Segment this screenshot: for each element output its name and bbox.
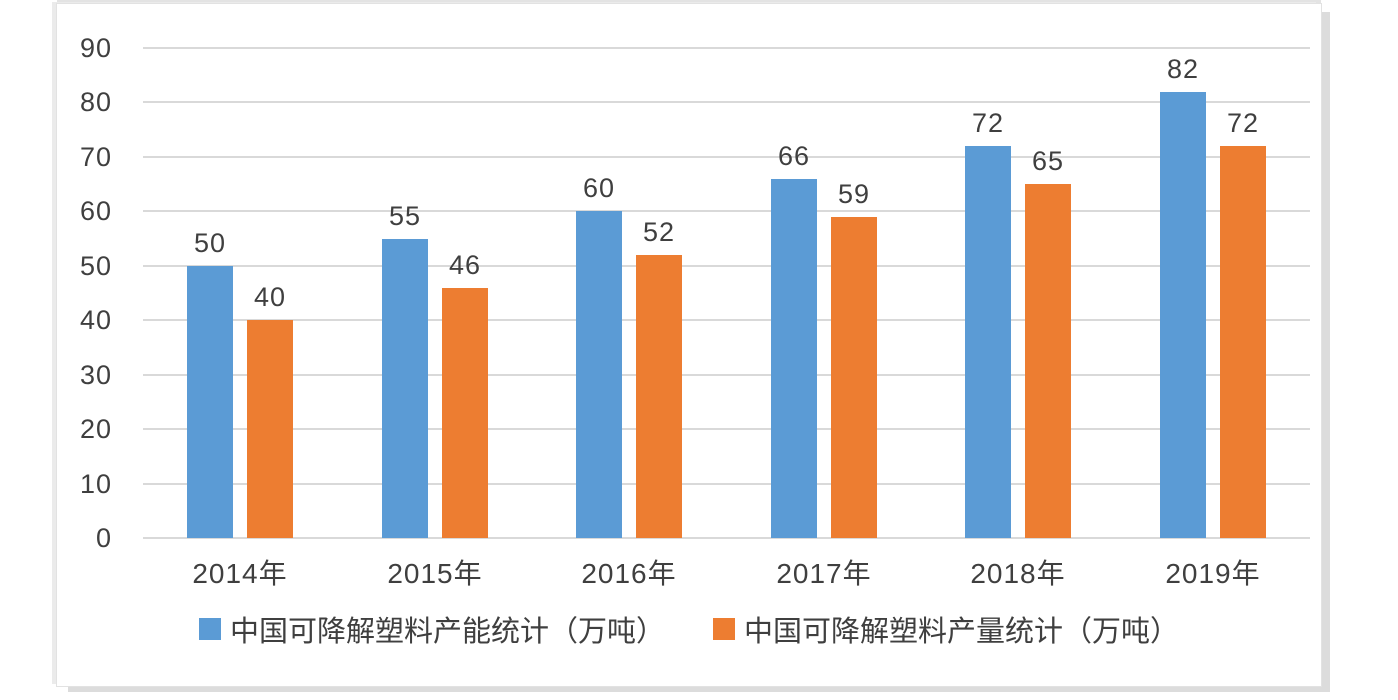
y-axis: 0 10 20 30 40 50 60 70 80 90 [57, 4, 114, 686]
bar-value-label: 72 [1226, 108, 1260, 138]
y-axis-tick-label: 30 [79, 360, 112, 390]
legend-label-capacity: 中国可降解塑料产能统计（万吨） [229, 616, 665, 648]
output-swatch-icon [713, 618, 735, 640]
bar-value-label: 46 [448, 250, 482, 280]
x-axis-label: 2018年 [970, 558, 1066, 589]
gridline [143, 374, 1310, 376]
bar-value-label: 65 [1031, 146, 1065, 176]
bar-value-label: 52 [642, 217, 676, 247]
gridline [143, 319, 1310, 321]
output-bar [636, 255, 682, 538]
output-bar [1025, 184, 1071, 538]
y-axis-tick-label: 20 [79, 414, 112, 444]
gridline [143, 265, 1310, 267]
x-axis-label: 2015年 [387, 558, 483, 589]
gridline [143, 537, 1310, 539]
capacity-bar [965, 146, 1011, 538]
x-axis-label: 2019年 [1165, 558, 1261, 589]
y-axis-tick-label: 50 [79, 251, 112, 281]
output-bar [831, 217, 877, 538]
capacity-bar [382, 239, 428, 538]
capacity-bar [1160, 92, 1206, 538]
bar-value-label: 72 [971, 108, 1005, 138]
legend-item-output: 中国可降解塑料产量统计（万吨） [713, 608, 1179, 650]
x-axis: 2014年 2015年 2016年 2017年 2018年 2019年 [143, 552, 1310, 589]
x-axis-label: 2017年 [776, 558, 872, 589]
bar-value-label: 66 [777, 141, 811, 171]
y-axis-tick-label: 70 [79, 142, 112, 172]
legend-label-output: 中国可降解塑料产量统计（万吨） [744, 616, 1180, 648]
bar-value-label: 50 [193, 228, 227, 258]
y-axis-tick-label: 60 [79, 196, 112, 226]
y-axis-tick-label: 40 [79, 305, 112, 335]
output-bar [442, 288, 488, 538]
plot-area: 50 40 55 46 60 52 66 59 72 65 82 72 [143, 47, 1310, 539]
output-bar [247, 320, 293, 538]
chart-frame: 0 10 20 30 40 50 60 70 80 90 50 40 55 46 60 52 66 59 72 65… [56, 3, 1322, 687]
output-bar [1220, 146, 1266, 538]
bar-value-label: 59 [837, 179, 871, 209]
gridline [143, 156, 1310, 158]
gridline [143, 428, 1310, 430]
bar-value-label: 40 [253, 282, 287, 312]
capacity-bar [576, 211, 622, 538]
y-axis-tick-label: 90 [79, 33, 112, 63]
gridline [143, 483, 1310, 485]
x-axis-label: 2016年 [581, 558, 677, 589]
bar-value-label: 82 [1166, 54, 1200, 84]
legend: 中国可降解塑料产能统计（万吨） 中国可降解塑料产量统计（万吨） [57, 608, 1321, 650]
x-axis-label: 2014年 [192, 558, 288, 589]
gridline [143, 47, 1310, 49]
gridline [143, 210, 1310, 212]
capacity-swatch-icon [198, 618, 221, 640]
bar-value-label: 55 [388, 201, 422, 231]
bar-value-label: 60 [582, 173, 616, 203]
gridline [143, 101, 1310, 103]
y-axis-tick-label: 10 [79, 469, 112, 499]
y-axis-tick-label: 80 [79, 87, 112, 117]
y-axis-tick-label: 0 [95, 523, 112, 553]
capacity-bar [771, 179, 817, 538]
legend-item-capacity: 中国可降解塑料产能统计（万吨） [198, 608, 665, 650]
capacity-bar [187, 266, 233, 538]
